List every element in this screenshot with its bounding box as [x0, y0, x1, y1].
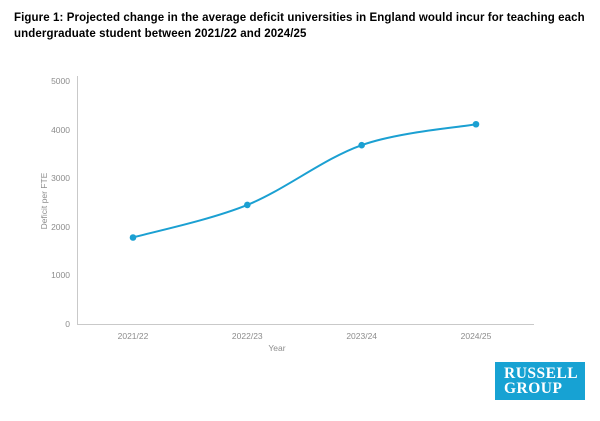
y-tick-5000: 5000: [51, 76, 70, 86]
y-tick-2000: 2000: [51, 221, 70, 232]
data-point-2021-22: [129, 234, 137, 241]
x-tick-2021-22: 2021/22: [117, 331, 149, 341]
plot-area: [77, 76, 534, 325]
deficit-line-chart: [129, 120, 480, 241]
y-tick-0: 0: [65, 319, 70, 329]
data-point-2022-23: [244, 201, 251, 209]
deficit-line: [132, 123, 477, 239]
x-axis-title: Year: [268, 343, 286, 353]
logo-text-russell: RUSSELL: [504, 365, 579, 382]
data-point-2023-24: [358, 141, 365, 149]
x-tick-2023-24: 2023/24: [346, 331, 378, 341]
y-tick-3000: 3000: [51, 173, 70, 184]
y-tick-4000: 4000: [51, 124, 70, 135]
x-tick-2022-23: 2022/23: [231, 331, 263, 341]
figure-title: Figure 1: Projected change in the averag…: [14, 12, 585, 40]
y-axis-title: Deficit per FTE: [39, 172, 49, 230]
russell-group-logo: RUSSELL GROUP: [495, 362, 585, 400]
data-point-2024-25: [472, 120, 480, 128]
y-tick-1000: 1000: [51, 270, 70, 281]
logo-text-group: GROUP: [504, 380, 563, 397]
x-tick-2024-25: 2024/25: [460, 331, 492, 341]
